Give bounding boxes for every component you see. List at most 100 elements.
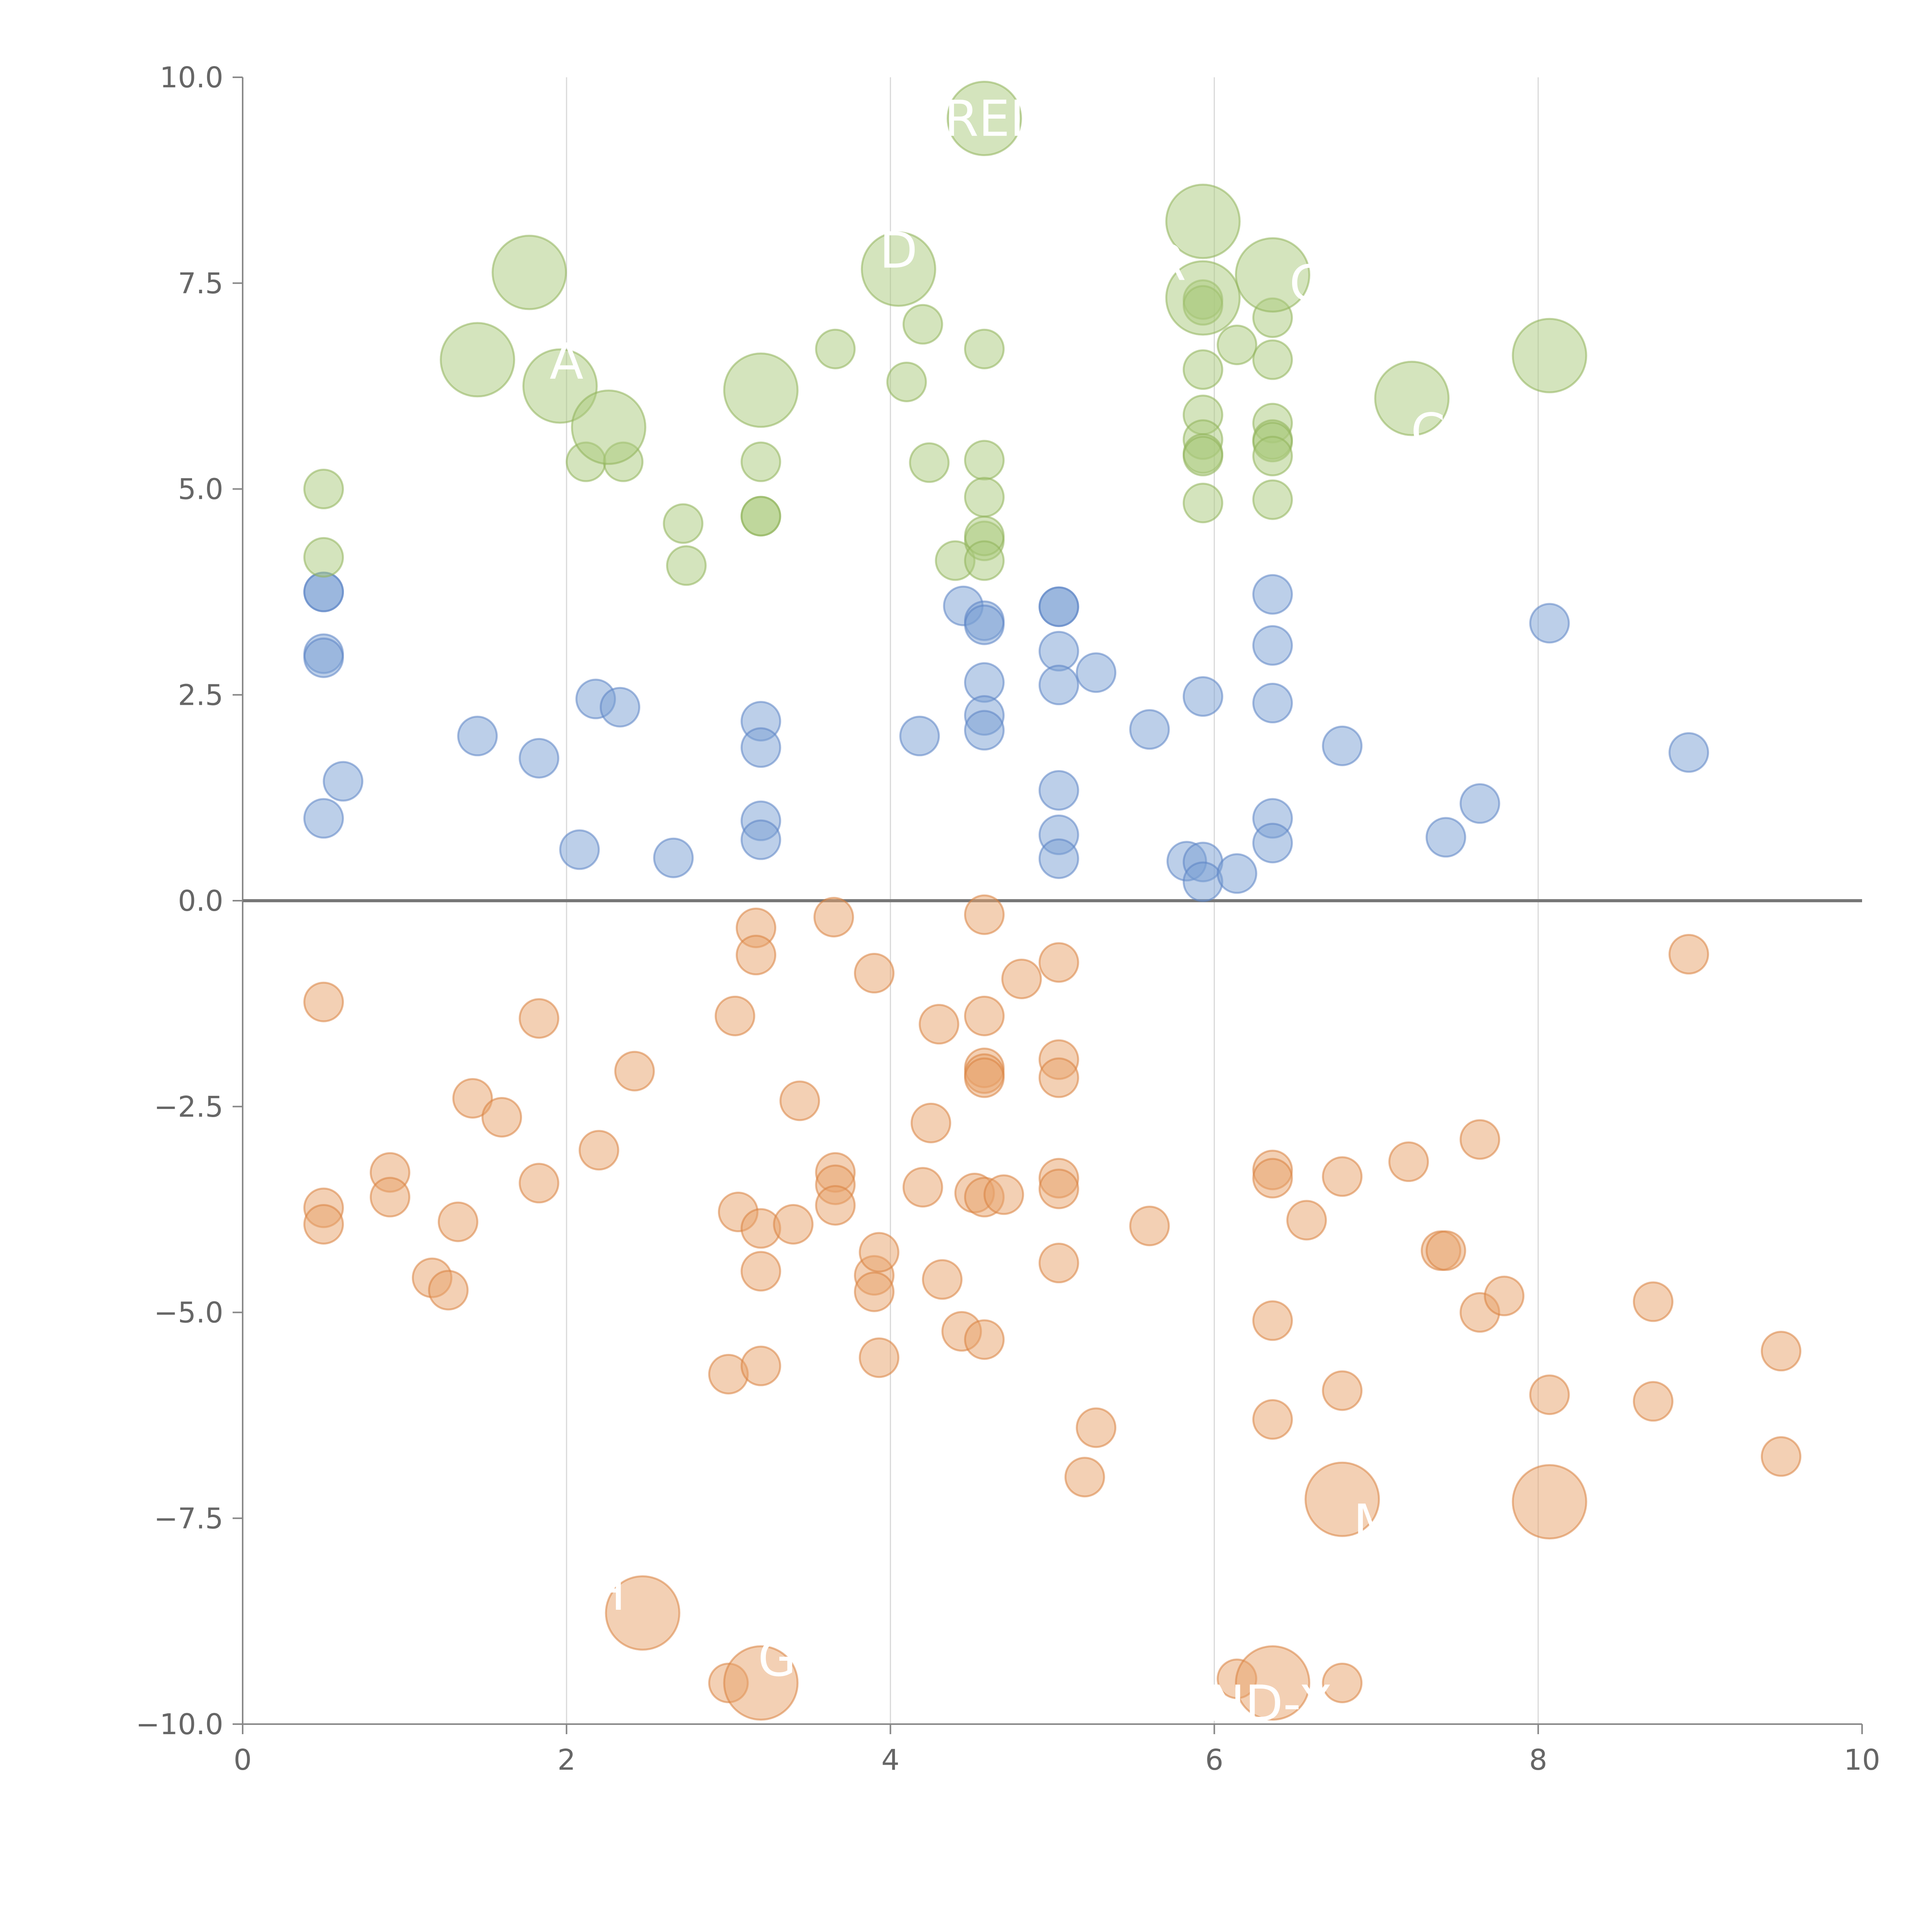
data-point-blue xyxy=(1425,817,1466,858)
data-point-blue xyxy=(653,837,694,878)
x-tick-label: 6 xyxy=(1205,1743,1223,1777)
data-point-orange xyxy=(922,1259,963,1300)
data-point-green xyxy=(1182,435,1223,476)
data-point-blue xyxy=(1252,823,1293,864)
data-point-blue xyxy=(964,710,1005,751)
data-point-orange xyxy=(1425,1230,1466,1271)
data-point-blue xyxy=(1129,709,1170,750)
data-point-green-large xyxy=(1512,318,1587,393)
data-point-orange xyxy=(1484,1276,1525,1316)
x-tick-label: 10 xyxy=(1844,1743,1880,1777)
data-point-orange xyxy=(1633,1381,1673,1422)
tick-labels: 0 2 4 6 8 10 −10.0 −7.5 −5.0 −2.5 0.0 2.5 5.0 7.5 10.0 xyxy=(136,61,1880,1777)
data-point-green-large xyxy=(1165,184,1241,259)
y-tick-label: −7.5 xyxy=(154,1502,223,1535)
data-point-green xyxy=(964,540,1005,581)
x-tick-label: 4 xyxy=(881,1743,900,1777)
data-point-orange-large xyxy=(605,1575,680,1651)
data-point-green xyxy=(815,328,856,369)
data-point-orange xyxy=(859,1337,900,1378)
data-point-orange xyxy=(1286,1200,1327,1241)
data-point-orange xyxy=(1252,1399,1293,1440)
data-point-orange xyxy=(1038,1243,1079,1284)
data-points xyxy=(303,81,1801,1721)
data-point-orange xyxy=(481,1097,522,1138)
data-point-orange-large xyxy=(723,1645,799,1721)
data-point-green xyxy=(1216,325,1257,366)
data-point-blue xyxy=(1216,853,1257,894)
data-point-blue xyxy=(1038,586,1079,627)
data-point-blue xyxy=(740,727,781,768)
data-point-orange xyxy=(578,1130,619,1171)
data-point-orange xyxy=(964,894,1005,935)
y-tick-label: 5.0 xyxy=(178,473,223,506)
bubble-label: D xyxy=(879,222,918,280)
data-point-blue xyxy=(1252,625,1293,666)
data-point-orange xyxy=(714,995,755,1036)
data-point-orange xyxy=(1129,1206,1170,1247)
data-point-green xyxy=(1252,339,1293,380)
data-point-orange xyxy=(854,1271,895,1312)
data-point-blue xyxy=(303,637,344,678)
y-tick-label: −2.5 xyxy=(154,1090,223,1124)
bubble-label: A xyxy=(549,333,583,391)
data-point-orange xyxy=(1038,1168,1079,1209)
data-point-green xyxy=(886,361,927,402)
data-point-green xyxy=(909,442,950,483)
data-point-orange xyxy=(1252,1300,1293,1341)
data-point-orange xyxy=(815,1185,856,1226)
bubble-label: M xyxy=(1353,1494,1396,1552)
data-point-orange-large xyxy=(1512,1464,1587,1540)
bubble-labels: REI D R C A C M H G IND-X xyxy=(549,90,1445,1733)
data-point-orange xyxy=(614,1051,655,1092)
data-point-green xyxy=(740,441,781,482)
data-point-orange-large xyxy=(1235,1645,1310,1721)
data-point-orange xyxy=(519,998,560,1039)
data-point-green xyxy=(902,304,943,345)
data-point-green-large xyxy=(1165,260,1241,336)
data-point-green xyxy=(1182,349,1223,390)
bubble-label: REI xyxy=(944,90,1025,148)
data-point-orange xyxy=(964,1319,1005,1360)
data-point-blue xyxy=(600,687,641,728)
data-point-blue xyxy=(519,738,560,779)
data-point-orange xyxy=(779,1080,820,1121)
data-point-blue xyxy=(559,829,600,870)
data-point-blue xyxy=(740,819,781,860)
data-point-orange xyxy=(983,1174,1024,1215)
data-point-orange xyxy=(369,1177,410,1218)
data-point-blue xyxy=(303,798,344,839)
data-point-orange xyxy=(1529,1374,1570,1415)
y-tick-label: 2.5 xyxy=(178,679,223,712)
data-point-orange xyxy=(1038,1057,1079,1098)
data-point-orange xyxy=(1760,1331,1801,1372)
x-tick-label: 2 xyxy=(558,1743,576,1777)
data-point-green xyxy=(964,477,1005,518)
data-point-blue xyxy=(1252,574,1293,615)
data-point-orange xyxy=(740,1345,781,1386)
data-point-green-large xyxy=(723,352,799,428)
y-tick-label: 10.0 xyxy=(160,61,223,94)
bubble-label: R xyxy=(1152,234,1186,292)
data-point-green xyxy=(303,537,344,578)
data-point-blue xyxy=(1038,665,1079,706)
data-point-green-large xyxy=(1235,237,1310,313)
data-point-blue xyxy=(1038,838,1079,879)
data-point-orange xyxy=(736,935,777,976)
data-point-blue xyxy=(1529,603,1570,644)
data-point-orange xyxy=(964,995,1005,1036)
data-point-orange xyxy=(1459,1119,1500,1160)
data-point-orange xyxy=(452,1078,493,1119)
x-tick-label: 0 xyxy=(233,1743,252,1777)
data-point-blue xyxy=(1322,725,1363,766)
data-point-blue xyxy=(1252,683,1293,724)
data-point-green-large xyxy=(492,235,567,310)
data-point-orange xyxy=(1322,1662,1363,1703)
data-point-green xyxy=(1252,435,1293,476)
data-point-green xyxy=(303,469,344,509)
data-point-green-large xyxy=(440,322,515,398)
data-point-blue xyxy=(1182,861,1223,902)
data-point-orange xyxy=(437,1201,478,1242)
data-point-green-large xyxy=(861,231,936,307)
data-point-orange xyxy=(740,1251,781,1292)
